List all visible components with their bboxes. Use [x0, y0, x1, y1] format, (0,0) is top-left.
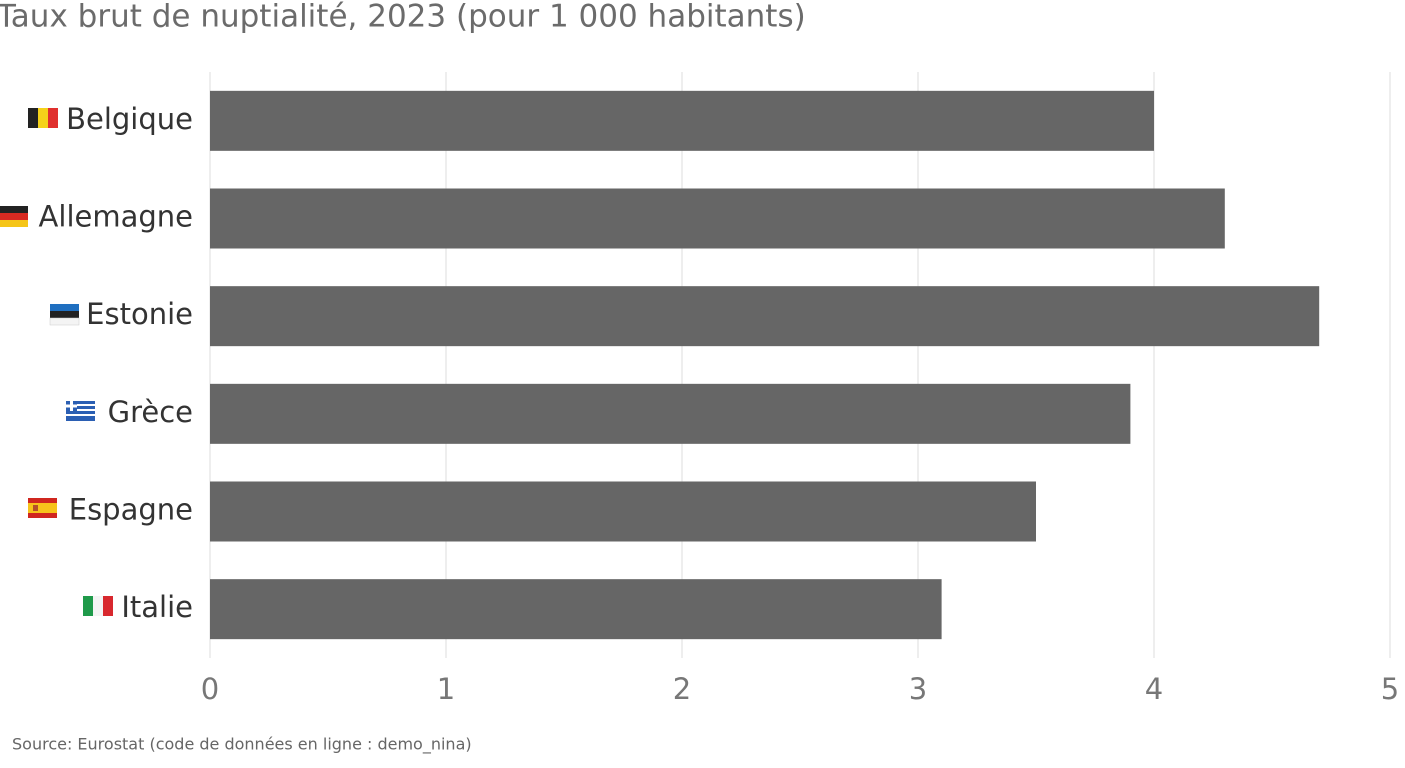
x-tick-label: 5: [1381, 672, 1399, 706]
flags: [0, 108, 113, 616]
bar: [210, 286, 1320, 347]
y-tick-label: Estonie: [86, 297, 193, 331]
flag-germany: [0, 206, 28, 227]
y-tick-label: Grèce: [108, 395, 193, 429]
y-tick-label: Belgique: [66, 102, 193, 136]
bar: [210, 90, 1154, 151]
x-tick-label: 2: [673, 672, 691, 706]
flag-spain: [28, 498, 57, 518]
source-note: Source: Eurostat (code de données en lig…: [12, 735, 472, 755]
bar: [210, 383, 1131, 444]
x-tick-label: 1: [437, 672, 455, 706]
y-tick-label: Italie: [121, 590, 193, 624]
bar: [210, 188, 1225, 249]
y-tick-label: Espagne: [69, 493, 193, 527]
x-tick-label: 0: [201, 672, 219, 706]
flag-italy: [83, 596, 113, 616]
bar: [210, 481, 1036, 542]
x-tick-label: 3: [909, 672, 927, 706]
flag-greece: [66, 401, 95, 421]
y-tick-label: Allemagne: [39, 200, 193, 234]
flag-estonia: [49, 304, 80, 326]
bar: [210, 579, 942, 640]
x-tick-label: 4: [1145, 672, 1163, 706]
flag-belgium: [28, 108, 58, 128]
chart-title: Taux brut de nuptialité, 2023 (pour 1 00…: [0, 0, 806, 35]
